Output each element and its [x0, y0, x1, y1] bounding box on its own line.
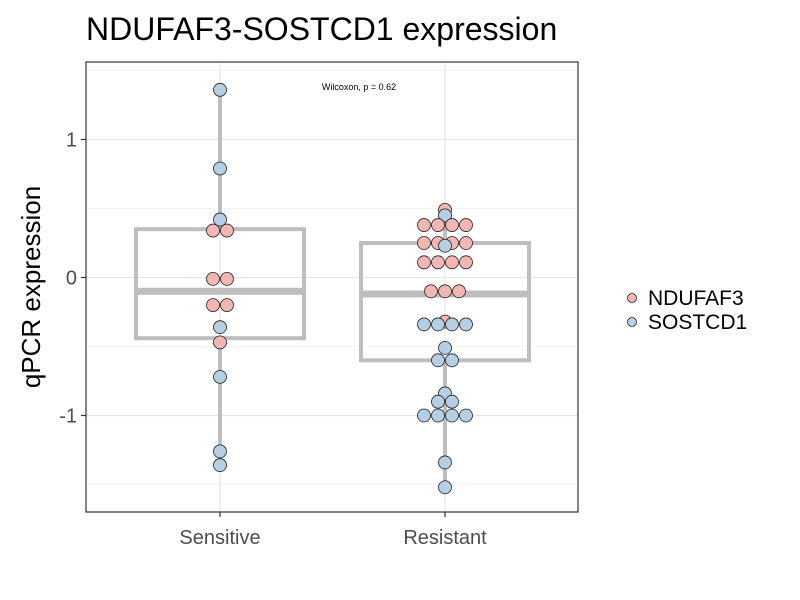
data-point — [213, 335, 227, 350]
data-point — [445, 394, 459, 409]
data-point — [431, 218, 445, 232]
data-point — [459, 317, 473, 332]
plot-panel-border — [85, 61, 579, 513]
data-point — [220, 271, 234, 286]
data-point — [445, 317, 459, 332]
data-point — [220, 223, 234, 238]
data-point — [417, 218, 431, 232]
plot-panel-background — [86, 62, 578, 512]
data-point — [213, 212, 227, 227]
data-point — [445, 218, 459, 232]
data-point — [206, 223, 220, 238]
data-point — [438, 284, 452, 299]
data-point — [438, 208, 452, 223]
x-tick-label: Resistant — [403, 527, 487, 549]
data-point — [417, 255, 431, 270]
data-point — [445, 408, 459, 423]
data-point — [220, 298, 234, 313]
chart-title: NDUFAF3-SOSTCD1 expression — [86, 11, 557, 47]
data-point — [213, 82, 227, 97]
legend-label: NDUFAF3 — [648, 287, 744, 310]
box-layer — [134, 89, 531, 488]
data-point — [431, 255, 445, 270]
data-point — [417, 408, 431, 423]
legend-key — [627, 293, 637, 303]
legend-key — [627, 317, 637, 327]
data-point — [459, 236, 473, 250]
data-point — [431, 408, 445, 423]
y-tick-label: -1 — [59, 406, 77, 428]
y-axis-title: qPCR expression — [16, 186, 46, 388]
data-point — [438, 340, 452, 355]
data-point — [424, 284, 438, 299]
y-axis: 1 0 -1 — [59, 130, 86, 428]
data-point — [431, 353, 445, 368]
data-point — [213, 161, 227, 176]
data-point — [417, 236, 431, 250]
x-tick-label: Sensitive — [179, 527, 260, 549]
data-point — [206, 298, 220, 313]
y-tick-label: 0 — [66, 268, 77, 290]
data-point — [431, 394, 445, 409]
data-point — [445, 353, 459, 368]
y-tick-label: 1 — [66, 130, 77, 152]
plot-panel — [85, 61, 579, 513]
data-point — [417, 317, 431, 332]
legend-label: SOSTCD1 — [648, 311, 747, 334]
data-point — [459, 255, 473, 270]
data-point — [213, 320, 227, 335]
data-point — [431, 317, 445, 332]
wilcoxon-annotation: Wilcoxon, p = 0.62 — [322, 82, 396, 92]
data-point — [459, 218, 473, 232]
data-point — [445, 255, 459, 270]
data-point — [452, 284, 466, 299]
data-point — [213, 369, 227, 384]
data-point — [438, 480, 452, 495]
data-point — [459, 408, 473, 423]
x-axis: Sensitive Resistant — [179, 512, 487, 549]
data-point — [213, 444, 227, 459]
data-point — [206, 271, 220, 286]
data-point — [213, 458, 227, 473]
data-point — [438, 238, 452, 253]
point-layer — [206, 82, 473, 495]
data-point — [438, 455, 452, 470]
